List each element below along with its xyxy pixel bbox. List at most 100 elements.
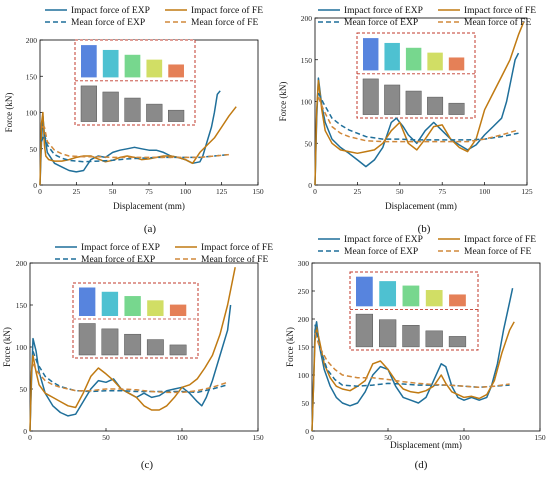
series-line <box>314 52 520 186</box>
y-tick-label: 300 <box>298 259 310 268</box>
panel-label: (b) <box>418 223 431 235</box>
fe-deformed-specimen <box>405 47 422 71</box>
chart-panel-a: 0 25 50 75 100 125 150 0 50 100 150 200 Displacement… <box>4 5 264 235</box>
legend-entry: Mean force of EXP <box>81 254 155 265</box>
x-tick-label: 0 <box>310 433 314 442</box>
exp-deformed-specimen-photo <box>146 103 163 122</box>
legend: Impact force of EXP Impact force of FEMea… <box>45 5 263 28</box>
legend-entry: Mean force of FE <box>201 254 268 265</box>
y-tick-label: 200 <box>298 315 310 324</box>
fe-deformed-specimen <box>147 300 164 316</box>
series-line <box>311 288 514 432</box>
x-tick-label: 125 <box>521 187 533 196</box>
fe-deformed-specimen <box>425 290 443 307</box>
legend-entry: Impact force of EXP <box>81 242 160 253</box>
fe-deformed-specimen <box>79 287 96 316</box>
exp-deformed-specimen-photo <box>425 330 443 348</box>
series-line <box>317 92 519 141</box>
x-tick-label: 50 <box>384 433 392 442</box>
y-tick-label: 200 <box>16 259 28 268</box>
fe-deformed-specimen <box>449 294 466 307</box>
exp-deformed-specimen-photo <box>384 84 401 115</box>
inset-deformation-images <box>349 271 479 351</box>
legend-entry: Impact force of EXP <box>71 5 150 16</box>
x-tick-label: 0 <box>28 433 32 442</box>
legend-entry: Impact force of FE <box>201 242 273 253</box>
series-line <box>40 133 229 163</box>
fe-deformed-specimen <box>124 54 141 78</box>
y-tick-label: 0 <box>308 181 312 190</box>
y-tick-label: 50 <box>305 139 313 148</box>
exp-deformed-specimen-photo <box>80 85 97 122</box>
legend-entry: Impact force of FE <box>191 5 263 16</box>
panel-label: (d) <box>415 459 428 471</box>
x-tick-label: 25 <box>354 187 362 196</box>
x-axis-label: Displacement (mm) <box>113 201 185 211</box>
y-tick-label: 0 <box>23 427 27 436</box>
y-tick-label: 100 <box>298 371 310 380</box>
panel-label: (c) <box>141 459 154 471</box>
fe-deformed-specimen <box>169 304 187 316</box>
legend-entry: Mean force of FE <box>464 17 531 28</box>
y-tick-label: 50 <box>30 145 38 154</box>
chart-panel-d: 0 50 100 150 0 50 100 150 200 250 300 Displacement … <box>285 234 546 471</box>
exp-deformed-specimen-photo <box>102 91 119 122</box>
x-tick-label: 150 <box>534 433 546 442</box>
y-axis-label: Force (kN) <box>278 82 288 122</box>
x-axis-label: Displacement (mm) <box>390 440 462 450</box>
chart-panel-b: 0 25 50 75 100 125 0 50 100 150 200 Displacement (m… <box>278 5 536 235</box>
legend-entry: Mean force of EXP <box>71 17 145 28</box>
x-tick-label: 100 <box>176 433 188 442</box>
fe-deformed-specimen <box>81 45 97 78</box>
y-tick-label: 200 <box>301 14 313 23</box>
legend-entry: Mean force of EXP <box>344 246 418 257</box>
fe-deformed-specimen <box>379 281 397 307</box>
x-tick-label: 50 <box>396 187 404 196</box>
x-tick-label: 50 <box>102 433 110 442</box>
y-axis-label: Force (kN) <box>4 93 14 133</box>
legend-entry: Impact force of EXP <box>344 5 423 16</box>
fe-deformed-specimen <box>448 57 465 71</box>
series-line <box>32 363 228 394</box>
exp-deformed-specimen-photo <box>448 102 465 115</box>
fe-deformed-specimen <box>384 42 400 71</box>
inset-deformation-images <box>72 282 199 359</box>
y-tick-label: 0 <box>33 181 37 190</box>
x-tick-label: 0 <box>313 187 317 196</box>
fe-deformed-specimen <box>363 38 379 71</box>
x-tick-label: 0 <box>38 187 42 196</box>
legend-entry: Mean force of FE <box>464 246 531 257</box>
exp-deformed-specimen-photo <box>405 90 422 115</box>
y-tick-label: 200 <box>26 36 38 45</box>
exp-deformed-specimen-photo <box>146 339 164 356</box>
y-tick-label: 100 <box>16 343 28 352</box>
x-tick-label: 150 <box>252 187 264 196</box>
y-tick-label: 150 <box>298 343 310 352</box>
x-axis-label: Displacement (mm) <box>385 201 457 211</box>
fe-deformed-specimen <box>402 285 420 307</box>
x-tick-label: 150 <box>252 433 264 442</box>
legend: Impact force of EXP Impact force of FEMea… <box>318 234 536 257</box>
legend-entry: Mean force of FE <box>191 17 258 28</box>
exp-deformed-specimen-photo <box>355 313 374 348</box>
x-tick-label: 125 <box>216 187 228 196</box>
y-tick-label: 50 <box>20 385 28 394</box>
exp-deformed-specimen-photo <box>78 323 96 356</box>
fe-deformed-specimen <box>168 64 184 78</box>
exp-deformed-specimen-photo <box>379 319 397 348</box>
series-line <box>314 324 510 389</box>
exp-deformed-specimen-photo <box>169 344 187 356</box>
fe-deformed-specimen <box>427 52 443 71</box>
series-line <box>41 126 229 159</box>
fe-deformed-specimen <box>356 276 373 307</box>
legend: Impact force of EXP Impact force of FEMea… <box>55 242 273 265</box>
x-tick-label: 100 <box>458 433 470 442</box>
fe-deformed-specimen <box>124 296 141 316</box>
y-tick-label: 150 <box>16 301 28 310</box>
series-line <box>314 21 525 186</box>
y-tick-label: 150 <box>26 72 38 81</box>
x-tick-label: 50 <box>109 187 117 196</box>
legend: Impact force of EXP Impact force of FEMea… <box>318 5 536 28</box>
x-tick-label: 75 <box>145 187 153 196</box>
